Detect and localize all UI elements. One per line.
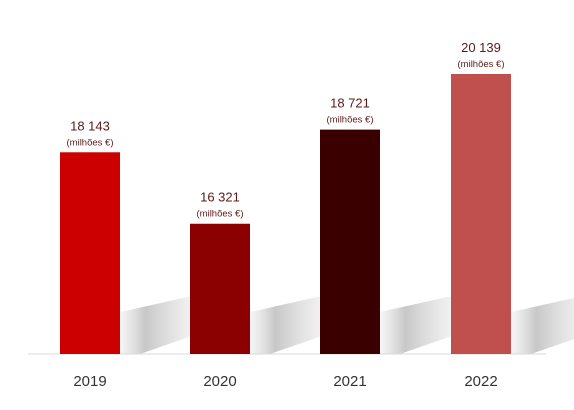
bar-2019: [60, 152, 120, 354]
data-label-2021: 18 721: [330, 96, 370, 111]
labels-group: 18 143 (milhões €) 2019 16 321 (milhões €) 20…: [67, 40, 505, 390]
unit-label-2020: (milhões €): [197, 209, 244, 220]
unit-label-2019: (milhões €): [67, 137, 114, 148]
bar-2022: [451, 74, 511, 354]
x-tick-label-2019: 2019: [73, 373, 106, 390]
bar-2020: [190, 223, 250, 354]
bar-shadow-2020: [250, 296, 322, 354]
x-tick-label-2020: 2020: [203, 373, 236, 390]
bar-shadow-2019: [120, 296, 192, 354]
bar-shadow-2022: [511, 298, 574, 354]
unit-label-2021: (milhões €): [327, 115, 374, 126]
x-tick-label-2021: 2021: [333, 373, 366, 390]
data-label-2019: 18 143: [70, 118, 110, 133]
data-label-2022: 20 139: [461, 40, 501, 55]
unit-label-2022: (milhões €): [458, 59, 505, 70]
bar-shadows: [120, 296, 574, 354]
bar-2021: [320, 129, 380, 354]
bars-group: [60, 74, 511, 354]
data-label-2020: 16 321: [200, 190, 240, 205]
x-tick-label-2022: 2022: [464, 373, 497, 390]
bar-shadow-2021: [380, 296, 452, 354]
